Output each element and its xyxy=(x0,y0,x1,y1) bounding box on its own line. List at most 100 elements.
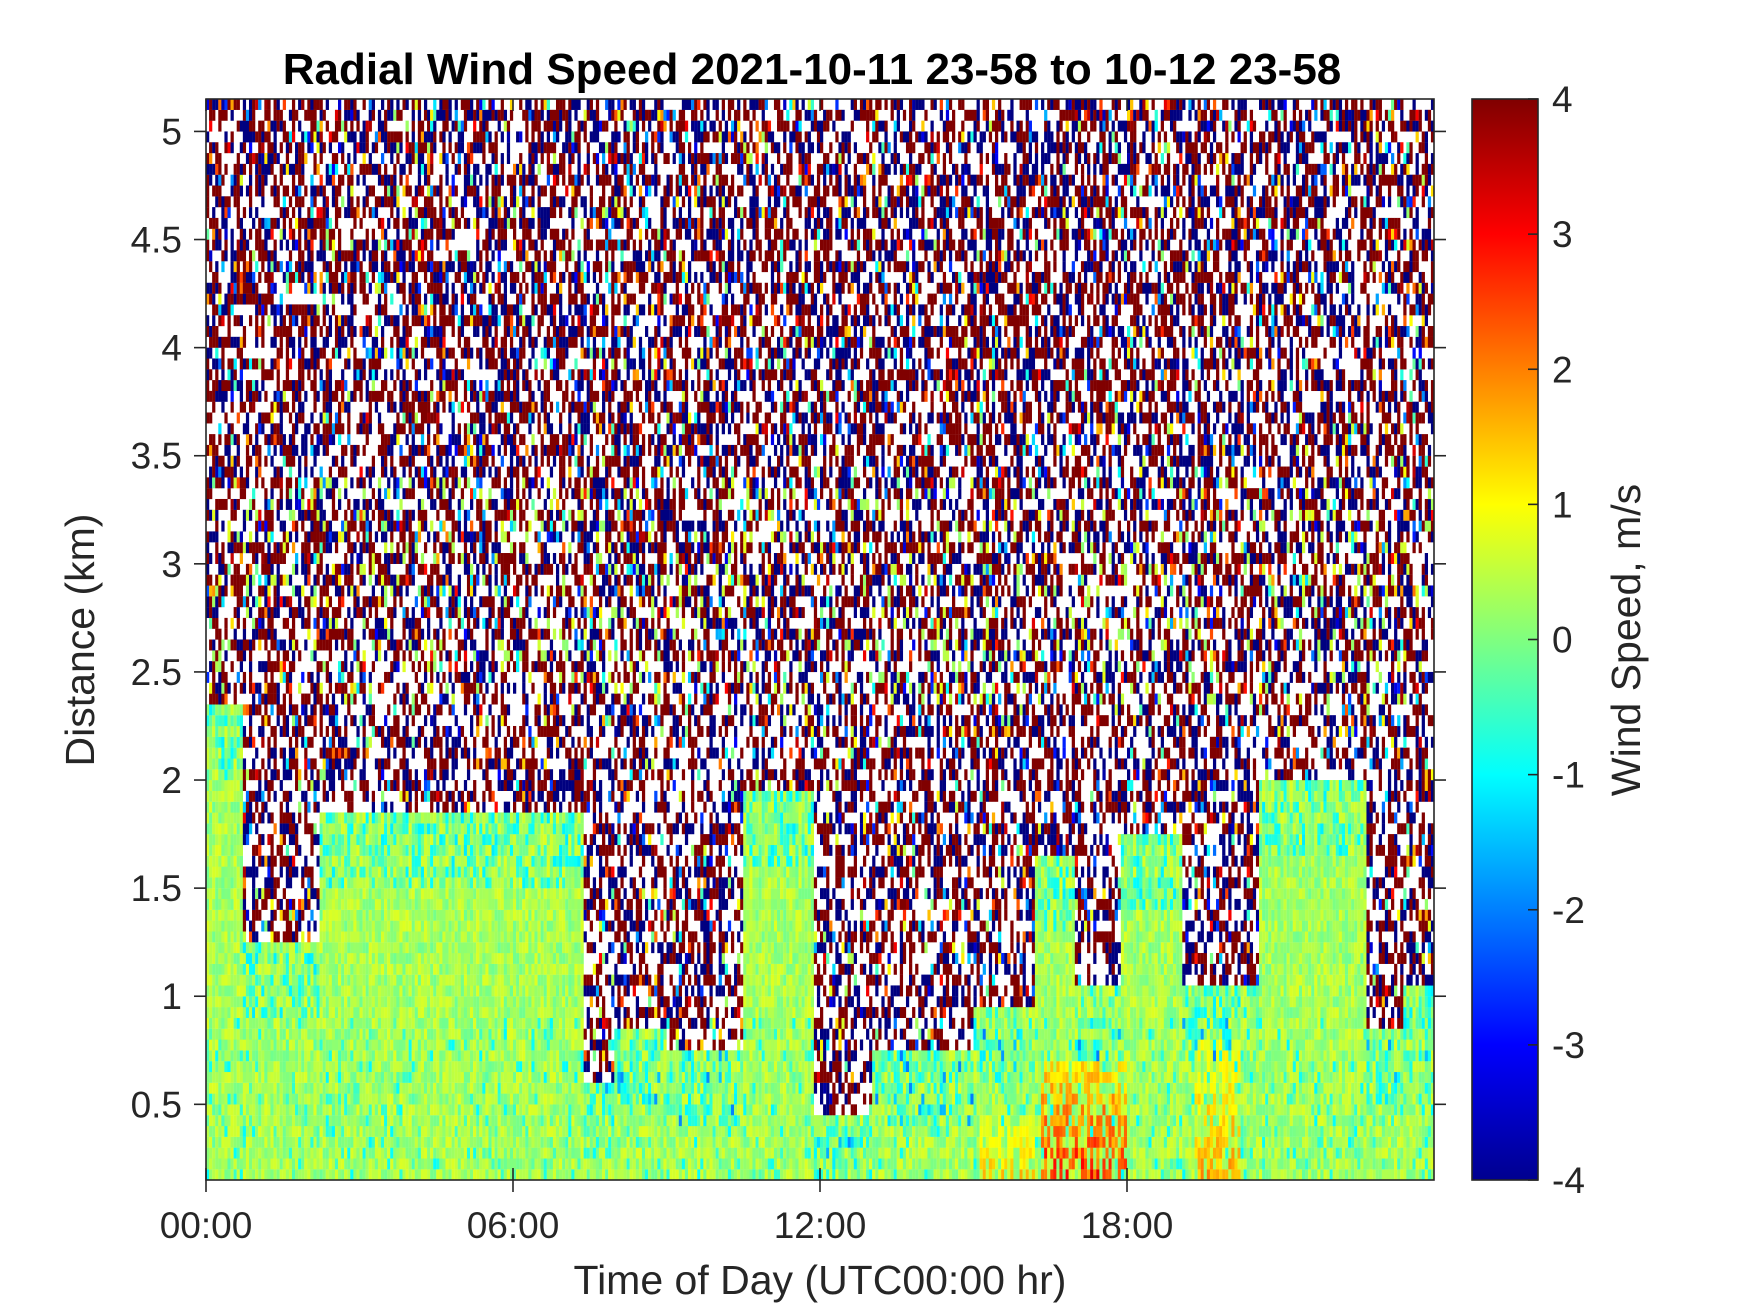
heatmap-cell xyxy=(406,1148,409,1159)
heatmap-cell xyxy=(231,423,234,434)
heatmap-cell xyxy=(255,823,258,834)
heatmap-cell xyxy=(399,164,402,175)
heatmap-cell xyxy=(249,229,252,240)
heatmap-cell xyxy=(320,1083,323,1094)
heatmap-cell xyxy=(267,856,270,867)
heatmap-cell xyxy=(212,229,215,240)
heatmap-cell xyxy=(246,261,249,272)
heatmap-cell xyxy=(267,510,270,521)
heatmap-cell xyxy=(341,1148,344,1159)
heatmap-cell xyxy=(369,964,372,975)
heatmap-cell xyxy=(218,856,221,867)
heatmap-cell xyxy=(402,694,405,705)
heatmap-cell xyxy=(353,899,356,910)
heatmap-cell xyxy=(237,769,240,780)
heatmap-cell xyxy=(286,683,289,694)
heatmap-cell xyxy=(227,748,230,759)
heatmap-cell xyxy=(261,380,264,391)
heatmap-cell xyxy=(372,661,375,672)
heatmap-cell xyxy=(292,748,295,759)
heatmap-cell xyxy=(366,326,369,337)
heatmap-cell xyxy=(332,996,335,1007)
heatmap-cell xyxy=(264,856,267,867)
heatmap-cell xyxy=(366,1007,369,1018)
heatmap-cell xyxy=(258,1072,261,1083)
heatmap-cell xyxy=(360,1029,363,1040)
heatmap-cell xyxy=(212,1137,215,1148)
heatmap-cell xyxy=(363,1039,366,1050)
heatmap-cell xyxy=(387,629,390,640)
heatmap-cell xyxy=(384,131,387,142)
heatmap-cell xyxy=(286,380,289,391)
heatmap-cell xyxy=(347,931,350,942)
heatmap-cell xyxy=(255,1126,258,1137)
heatmap-cell xyxy=(326,1094,329,1105)
heatmap-cell xyxy=(317,888,320,899)
heatmap-cell xyxy=(252,1094,255,1105)
heatmap-cell xyxy=(329,240,332,251)
heatmap-cell xyxy=(375,758,378,769)
heatmap-cell xyxy=(283,704,286,715)
heatmap-cell xyxy=(298,780,301,791)
heatmap-cell xyxy=(372,1072,375,1083)
heatmap-cell xyxy=(252,110,255,121)
heatmap-cell xyxy=(329,261,332,272)
heatmap-cell xyxy=(363,542,366,553)
heatmap-cell xyxy=(292,1072,295,1083)
heatmap-cell xyxy=(320,175,323,186)
heatmap-cell xyxy=(277,358,280,369)
heatmap-cell xyxy=(289,229,292,240)
heatmap-cell xyxy=(243,358,246,369)
heatmap-cell xyxy=(409,1050,412,1061)
heatmap-cell xyxy=(218,553,221,564)
heatmap-cell xyxy=(310,942,313,953)
heatmap-cell xyxy=(283,812,286,823)
heatmap-cell xyxy=(237,1072,240,1083)
heatmap-cell xyxy=(249,1072,252,1083)
heatmap-cell xyxy=(372,358,375,369)
heatmap-cell xyxy=(307,358,310,369)
heatmap-cell xyxy=(274,607,277,618)
heatmap-cell xyxy=(390,131,393,142)
heatmap-cell xyxy=(317,899,320,910)
heatmap-cell xyxy=(218,1115,221,1126)
heatmap-cell xyxy=(292,185,295,196)
heatmap-cell xyxy=(387,877,390,888)
heatmap-cell xyxy=(270,899,273,910)
heatmap-cell xyxy=(350,867,353,878)
heatmap-cell xyxy=(390,196,393,207)
heatmap-cell xyxy=(332,618,335,629)
heatmap-cell xyxy=(243,812,246,823)
heatmap-cell xyxy=(243,575,246,586)
heatmap-cell xyxy=(387,521,390,532)
heatmap-cell xyxy=(215,1115,218,1126)
heatmap-cell xyxy=(323,1083,326,1094)
heatmap-cell xyxy=(329,715,332,726)
heatmap-cell xyxy=(332,131,335,142)
heatmap-cell xyxy=(335,629,338,640)
heatmap-cell xyxy=(277,1126,280,1137)
heatmap-cell xyxy=(234,185,237,196)
heatmap-cell xyxy=(215,542,218,553)
heatmap-cell xyxy=(277,985,280,996)
heatmap-cell xyxy=(360,931,363,942)
heatmap-cell xyxy=(384,899,387,910)
heatmap-cell xyxy=(366,1061,369,1072)
heatmap-cell xyxy=(261,1158,264,1169)
heatmap-cell xyxy=(393,596,396,607)
heatmap-cell xyxy=(240,823,243,834)
heatmap-cell xyxy=(264,1137,267,1148)
heatmap-cell xyxy=(215,283,218,294)
heatmap-cell xyxy=(387,477,390,488)
heatmap-cell xyxy=(418,640,421,651)
heatmap-cell xyxy=(347,640,350,651)
heatmap-cell xyxy=(338,942,341,953)
heatmap-cell xyxy=(363,164,366,175)
heatmap-cell xyxy=(277,467,280,478)
heatmap-cell xyxy=(310,715,313,726)
heatmap-cell xyxy=(412,412,415,423)
heatmap-cell xyxy=(369,910,372,921)
heatmap-cell xyxy=(406,1083,409,1094)
heatmap-cell xyxy=(396,953,399,964)
heatmap-cell xyxy=(393,315,396,326)
